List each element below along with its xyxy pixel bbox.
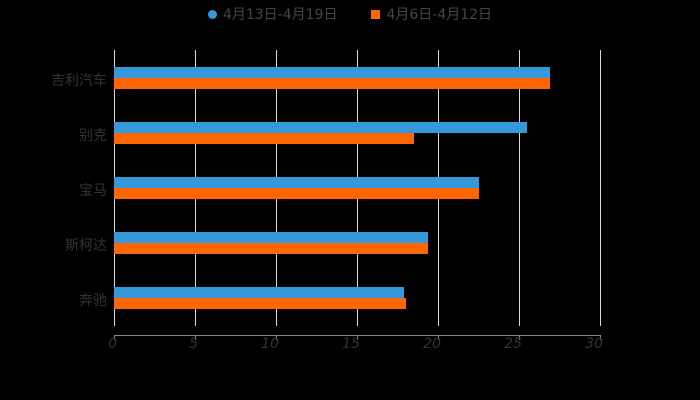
x-tick-label: 20 <box>423 336 441 352</box>
x-tick <box>114 335 115 340</box>
x-tick-label: 5 <box>189 336 198 352</box>
x-tick-label: 0 <box>108 336 117 352</box>
category-label: 斯柯达 <box>65 238 107 254</box>
x-axis-line <box>114 335 601 336</box>
x-tick-label: 30 <box>585 336 603 352</box>
x-tick <box>357 335 358 340</box>
bar-series1[interactable] <box>114 298 406 309</box>
legend-marker-orange-icon <box>371 9 381 19</box>
legend-label-series0: 4月13日-4月19日 <box>222 7 338 23</box>
x-tick <box>276 335 277 340</box>
bar-series0[interactable] <box>114 122 528 133</box>
bar-series0[interactable] <box>114 287 404 298</box>
x-tick-label: 10 <box>261 336 279 352</box>
x-tick-label: 25 <box>504 336 522 352</box>
bar-series1[interactable] <box>114 188 479 199</box>
category-label: 别克 <box>79 128 107 144</box>
legend-item-series0[interactable]: 4月13日-4月19日 <box>207 4 338 24</box>
gridline <box>519 50 520 326</box>
x-tick <box>519 335 520 340</box>
gridline <box>600 50 601 326</box>
category-label: 吉利汽车 <box>51 73 107 89</box>
x-tick <box>438 335 439 340</box>
chart-legend: 4月13日-4月19日 4月6日-4月12日 <box>0 4 700 24</box>
legend-item-series1[interactable]: 4月6日-4月12日 <box>371 4 492 24</box>
x-tick <box>600 335 601 340</box>
x-tick-label: 15 <box>342 336 360 352</box>
legend-label-series1: 4月6日-4月12日 <box>386 7 493 23</box>
bar-series0[interactable] <box>114 177 479 188</box>
bar-series0[interactable] <box>114 232 429 243</box>
bar-series1[interactable] <box>114 243 429 254</box>
category-label: 奔驰 <box>79 293 107 309</box>
category-label: 宝马 <box>79 183 107 199</box>
bar-series1[interactable] <box>114 78 550 89</box>
legend-marker-blue-icon <box>207 9 217 19</box>
x-tick <box>195 335 196 340</box>
bar-series1[interactable] <box>114 133 414 144</box>
bar-series0[interactable] <box>114 67 550 78</box>
